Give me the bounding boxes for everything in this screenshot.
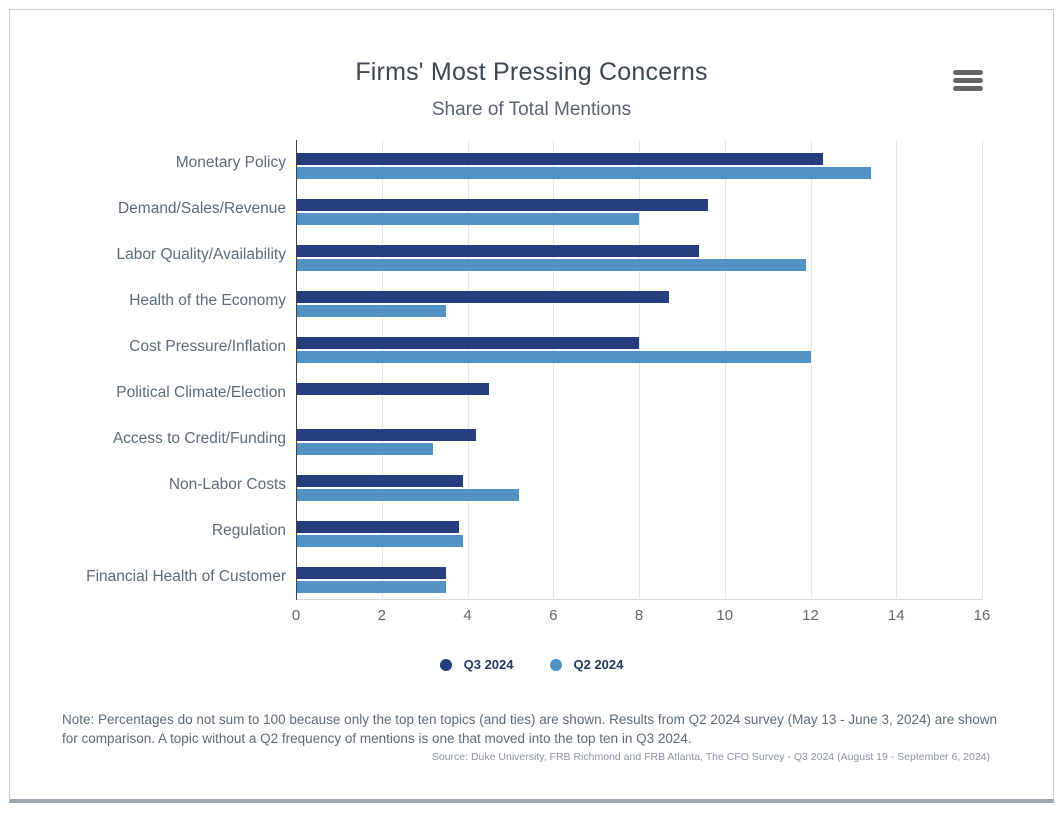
- category-label: Health of the Economy: [129, 292, 286, 309]
- x-tick-label: 14: [887, 607, 905, 624]
- legend-label: Q3 2024: [463, 657, 514, 672]
- legend-item-q3-2024[interactable]: Q3 2024: [439, 657, 514, 672]
- category-row: [296, 462, 982, 508]
- source-text: Source: Duke University, FRB Richmond an…: [431, 751, 990, 763]
- hamburger-menu-icon[interactable]: [953, 70, 985, 94]
- legend-marker-icon: [549, 658, 562, 671]
- category-row: [296, 554, 982, 600]
- category-label: Labor Quality/Availability: [116, 246, 286, 263]
- chart-card: [9, 9, 1054, 803]
- gridline: [810, 140, 812, 600]
- bar-q3-2024[interactable]: [296, 199, 708, 211]
- bar-q3-2024[interactable]: [296, 245, 700, 257]
- bar-q3-2024[interactable]: [296, 521, 459, 533]
- x-tick-label: 10: [716, 607, 734, 624]
- bar-q2-2024[interactable]: [296, 443, 434, 455]
- x-tick-label: 16: [973, 607, 991, 624]
- footnote: Note: Percentages do not sum to 100 beca…: [62, 712, 998, 746]
- legend-label: Q2 2024: [573, 657, 624, 672]
- x-tick-label: 4: [463, 607, 472, 624]
- category-label: Access to Credit/Funding: [112, 430, 286, 447]
- gridline: [381, 140, 383, 600]
- category-label: Political Climate/Election: [116, 384, 286, 401]
- bar-q3-2024[interactable]: [296, 475, 464, 487]
- bar-q2-2024[interactable]: [296, 489, 519, 501]
- bar-q2-2024[interactable]: [296, 213, 639, 225]
- gridline: [982, 140, 983, 600]
- x-tick-label: 6: [549, 607, 558, 624]
- bar-q2-2024[interactable]: [296, 351, 811, 363]
- y-axis-line: [296, 140, 297, 600]
- legend-item-q2-2024[interactable]: Q2 2024: [549, 657, 624, 672]
- gridline: [896, 140, 898, 600]
- category-label: Non-Labor Costs: [168, 476, 286, 493]
- gridline: [724, 140, 726, 600]
- menu-bar: [953, 86, 983, 91]
- category-row: [296, 324, 982, 370]
- legend-marker-icon: [439, 658, 452, 671]
- bar-q2-2024[interactable]: [296, 305, 447, 317]
- category-label: Demand/Sales/Revenue: [117, 200, 286, 217]
- category-row: [296, 416, 982, 462]
- bar-q2-2024[interactable]: [296, 259, 807, 271]
- bar-q2-2024[interactable]: [296, 581, 447, 593]
- category-label: Monetary Policy: [175, 154, 286, 171]
- bar-q2-2024[interactable]: [296, 535, 464, 547]
- gridline: [639, 140, 640, 600]
- plot-area: [296, 140, 983, 600]
- category-label: Cost Pressure/Inflation: [129, 338, 286, 355]
- category-row: [296, 140, 982, 186]
- menu-bar: [953, 70, 983, 75]
- menu-bar: [953, 78, 983, 83]
- x-tick-label: 0: [291, 607, 301, 624]
- x-tick-label: 8: [634, 607, 644, 624]
- bar-q3-2024[interactable]: [296, 383, 489, 395]
- category-row: [296, 232, 982, 278]
- bar-q3-2024[interactable]: [296, 567, 447, 579]
- bar-q3-2024[interactable]: [296, 153, 824, 165]
- category-axis-labels: Monetary Policy Demand/Sales/Revenue Labor…: [0, 140, 286, 600]
- bar-q3-2024[interactable]: [296, 291, 669, 303]
- bar-q3-2024[interactable]: [296, 337, 639, 349]
- legend: Q3 2024 Q2 2024: [0, 657, 1063, 672]
- category-label: Regulation: [211, 522, 286, 539]
- x-tick-label: 12: [802, 607, 819, 624]
- bar-q3-2024[interactable]: [296, 429, 477, 441]
- x-tick-label: 2: [377, 607, 386, 624]
- gridline: [553, 140, 555, 600]
- x-axis: 0 2 4 6 8 10 12 14 16: [292, 607, 991, 627]
- category-row: [296, 278, 982, 324]
- chart-subtitle: Share of Total Mentions: [431, 99, 632, 120]
- gridline: [467, 140, 469, 600]
- category-row: [296, 508, 982, 554]
- category-label: Financial Health of Customer: [86, 568, 286, 585]
- bar-q2-2024[interactable]: [296, 167, 871, 179]
- category-row: [296, 370, 982, 416]
- chart-title: Firms' Most Pressing Concerns: [355, 58, 708, 86]
- category-row: [296, 186, 982, 232]
